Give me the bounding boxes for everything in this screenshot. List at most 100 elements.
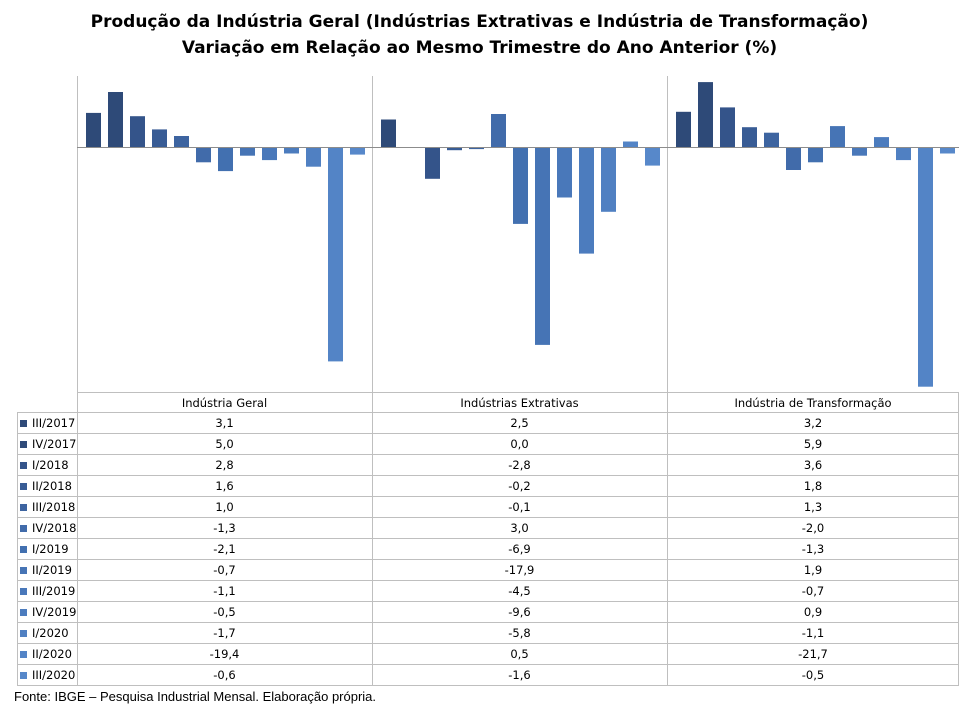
legend-row-label: II/2019 [17,560,72,580]
legend-row-label: I/2019 [17,539,69,559]
legend-swatch [20,609,27,616]
bar [874,137,889,147]
table-value-cell: 5,9 [803,437,823,451]
table-value-cell: -9,6 [508,605,531,619]
legend-label: IV/2019 [32,605,77,619]
table-value-cell: 2,5 [510,416,529,430]
legend-label: I/2019 [32,542,69,556]
legend-swatch [20,483,27,490]
legend-label: IV/2017 [32,437,77,451]
table-value-cell: 5,0 [215,437,234,451]
legend-swatch [20,546,27,553]
panel-header: Indústria Geral [181,396,268,410]
bar [130,116,145,147]
bar [579,148,594,254]
table-value-cell: 3,0 [510,521,529,535]
table-value-cell: -4,5 [508,584,531,598]
table-value-cell: 1,8 [803,479,823,493]
legend-swatch [20,525,27,532]
legend-row-label: IV/2019 [17,602,76,622]
table-value-cell: 0,9 [803,605,823,619]
legend-row-label: III/2017 [17,413,75,433]
bar [262,148,277,161]
table-value-cell: -1,3 [801,542,825,556]
bar [557,148,572,198]
legend-swatch [20,441,27,448]
legend-label: III/2017 [32,416,76,430]
bar [698,82,713,147]
legend-row-label: IV/2017 [17,434,76,454]
bar [174,136,189,147]
bar [535,148,550,345]
bar [808,148,823,163]
bar [284,148,299,154]
bar [786,148,801,170]
legend-row-label: III/2020 [17,665,75,685]
bar [940,148,955,154]
bar [601,148,616,212]
bar [830,126,845,147]
panel-header: Indústrias Extrativas [460,396,579,410]
legend-swatch [20,651,27,658]
legend-label: III/2020 [32,668,76,682]
table-value-cell: -0,5 [801,668,825,682]
legend-swatch [20,588,27,595]
table-value-cell: -0,5 [213,605,236,619]
table-value-cell: -21,7 [798,647,828,661]
table-value-cell: -1,3 [213,521,236,535]
table-value-cell: -0,6 [213,668,236,682]
bar [742,127,757,147]
chart-title-line2: Variação em Relação ao Mesmo Trimestre d… [181,38,778,58]
table-value-cell: -17,9 [504,563,535,577]
bar [152,129,167,147]
panel-header: Indústria de Transformação [734,396,892,410]
legend-row-label: I/2020 [17,623,69,643]
legend-row-label: III/2018 [17,497,75,517]
table-value-cell: 1,6 [215,479,234,493]
table-value-cell: -1,7 [213,626,236,640]
legend-row-label: II/2018 [17,476,72,496]
table-value-cell: -0,7 [801,584,825,598]
legend-label: II/2018 [32,479,72,493]
table-value-cell: -5,8 [508,626,531,640]
bar [86,112,101,147]
legend-label: I/2018 [32,458,69,472]
bar [513,148,528,224]
legend-label: III/2019 [32,584,76,598]
bar [240,148,255,156]
bar [381,119,396,147]
bar [350,148,365,155]
table-value-cell: -1,1 [801,626,825,640]
table-value-cell: -1,6 [508,668,531,682]
legend-row-label: I/2018 [17,455,69,475]
bar [852,148,867,156]
legend-label: II/2019 [32,563,72,577]
table-value-cell: 3,2 [803,416,823,430]
bar [447,148,462,151]
legend-swatch [20,567,27,574]
legend-label: III/2018 [32,500,76,514]
bar [218,148,233,172]
table-value-cell: 3,1 [215,416,234,430]
bar [306,148,321,167]
table-value-cell: -0,1 [508,500,531,514]
legend-row-label: II/2020 [17,644,72,664]
bar [645,148,660,166]
bar [623,141,638,147]
table-value-cell: -0,2 [508,479,531,493]
legend-swatch [20,672,27,679]
bar [764,132,779,147]
bar [676,111,691,147]
bar [425,148,440,179]
bar [108,92,123,147]
table-value-cell: 0,0 [510,437,529,451]
table-value-cell: -2,8 [508,458,531,472]
bar [328,148,343,362]
legend-swatch [20,504,27,511]
table-value-cell: -0,7 [213,563,236,577]
legend-label: I/2020 [32,626,69,640]
table-value-cell: -19,4 [209,647,240,661]
table-value-cell: -2,0 [801,521,825,535]
table-value-cell: 3,6 [803,458,823,472]
legend-label: IV/2018 [32,521,77,535]
